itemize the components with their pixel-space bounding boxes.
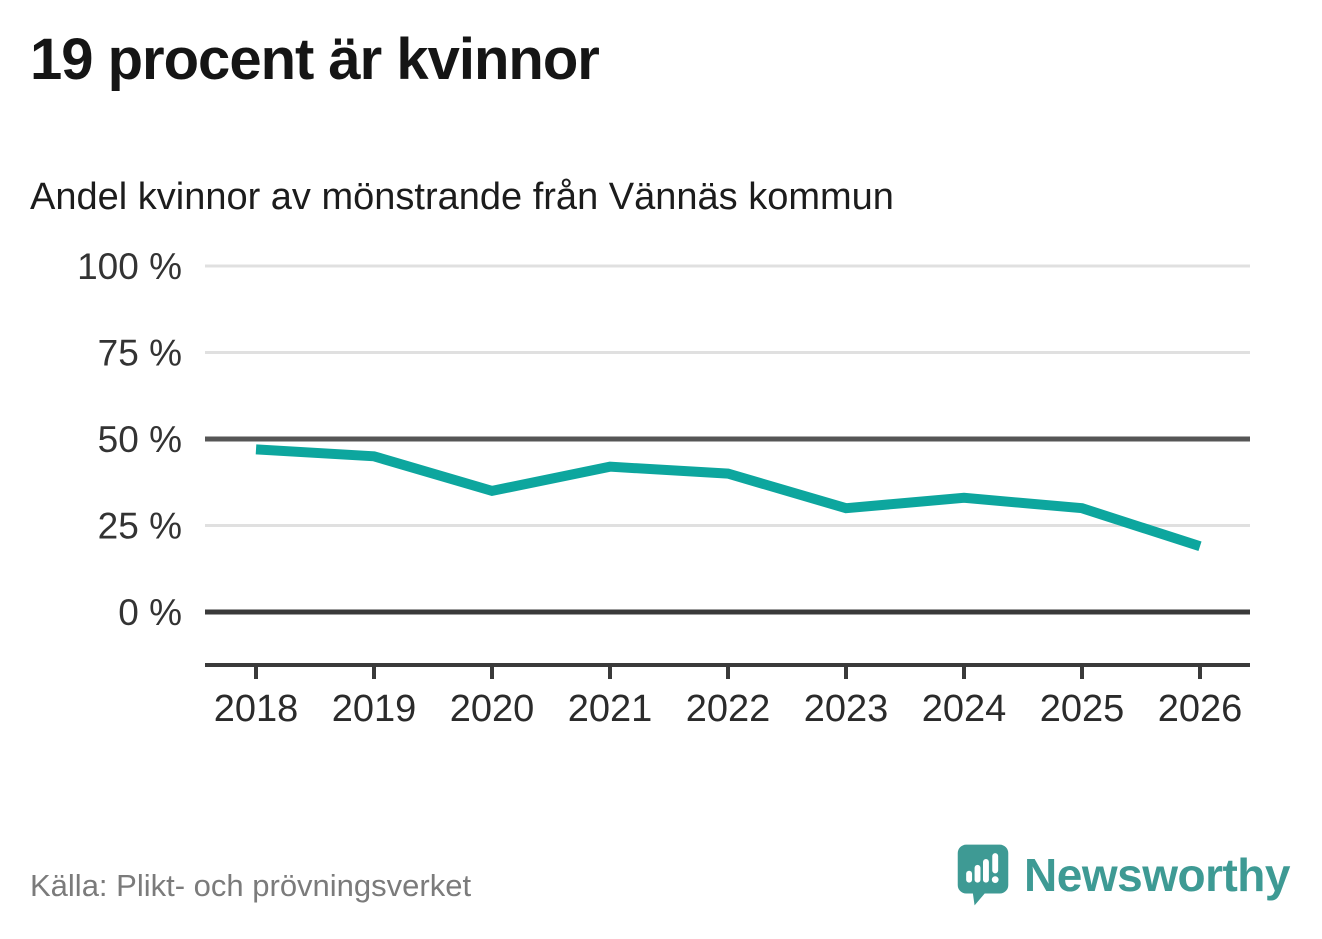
- logo-bar-2: [974, 864, 981, 883]
- x-axis-tick-label: 2022: [686, 688, 771, 730]
- y-axis-tick-label: 0 %: [118, 592, 182, 633]
- source-caption: Källa: Plikt- och prövningsverket: [30, 868, 472, 903]
- logo-bar-1: [966, 870, 973, 883]
- x-axis-tick-label: 2024: [922, 688, 1007, 730]
- x-axis-tick-label: 2026: [1158, 688, 1243, 730]
- x-axis-tick-label: 2020: [450, 688, 535, 730]
- logo-exclamation-dot: [991, 876, 999, 883]
- logo-bar-3: [983, 859, 989, 883]
- data-line: [255, 444, 1202, 552]
- y-axis-tick-label: 100 %: [77, 246, 182, 287]
- chart-subtitle: Andel kvinnor av mönstrande från Vännäs …: [30, 176, 894, 218]
- x-axis-tick-label: 2018: [214, 688, 299, 730]
- brand-name: Newsworthy: [1024, 849, 1290, 901]
- y-axis-tick-label: 75 %: [98, 333, 182, 374]
- x-axis-tick-label: 2023: [804, 688, 889, 730]
- logo-exclamation: [992, 853, 999, 874]
- x-axis-tick-label: 2019: [332, 688, 417, 730]
- newsworthy-logo-icon: [957, 844, 1009, 906]
- y-axis-tick-label: 50 %: [98, 419, 182, 460]
- x-axis-tick-label: 2021: [568, 688, 653, 730]
- line-chart: 0 % 25 % 50 % 75 % 100 % 2018 2019 2020 2021 2022…: [77, 246, 1250, 730]
- x-axis-tick-label: 2025: [1040, 688, 1125, 730]
- y-axis-tick-label: 25 %: [98, 506, 182, 547]
- chart-title: 19 procent är kvinnor: [30, 27, 600, 92]
- newsworthy-logo: Newsworthy: [956, 843, 1290, 907]
